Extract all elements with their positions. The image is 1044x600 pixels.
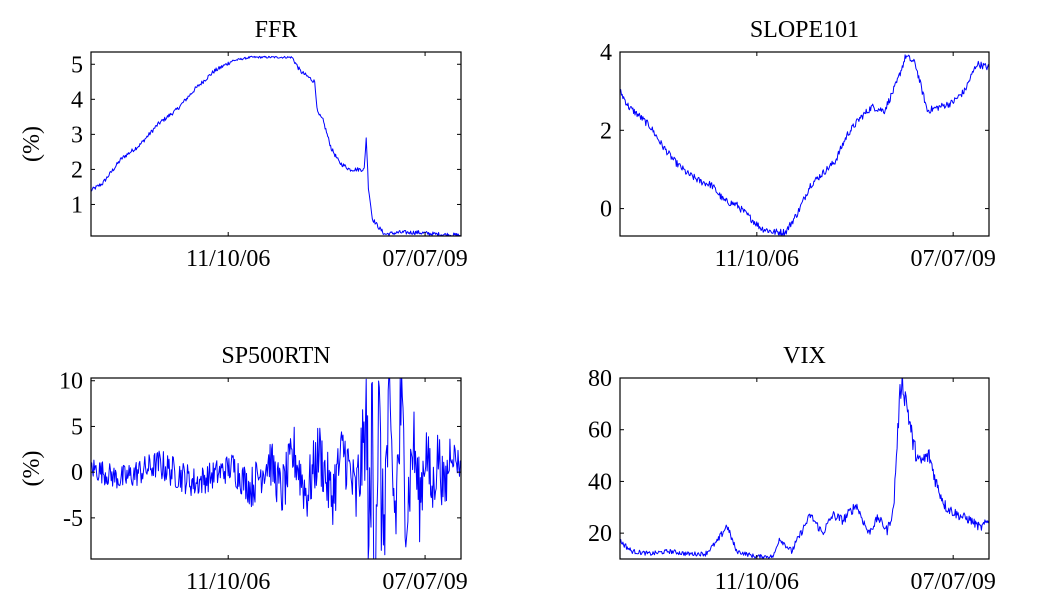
- y-tick-label: 20: [588, 521, 612, 547]
- axes-box: [619, 51, 990, 237]
- x-tick-label: 11/10/06: [715, 246, 799, 272]
- chart-title: FFR: [255, 17, 298, 43]
- panel-3: SP500RTN (%) -5 0 5 10 11/10/06 07/07/09: [19, 343, 468, 595]
- series-line: [91, 55, 461, 236]
- series-line: [91, 378, 461, 559]
- x-tick-label: 07/07/09: [382, 246, 467, 272]
- y-tick-label: 5: [71, 414, 83, 440]
- x-tick-label: 11/10/06: [186, 246, 270, 272]
- axes-box: [619, 377, 990, 560]
- y-tick-label: -5: [63, 506, 83, 532]
- y-axis-label: (%): [19, 126, 45, 162]
- y-tick-label: 1: [71, 192, 83, 218]
- series-line: [620, 54, 989, 236]
- chart-title: VIX: [783, 343, 826, 369]
- panel-1: FFR (%) 1 2 3 4 5 11/10/06 07/07/09: [19, 17, 468, 272]
- y-tick-label: 2: [600, 118, 612, 144]
- y-tick-label: 5: [71, 52, 83, 78]
- x-tick-label: 07/07/09: [911, 246, 996, 272]
- axes-box: [90, 51, 462, 237]
- y-tick-label: 4: [71, 87, 83, 113]
- chart-title: SLOPE101: [750, 17, 859, 43]
- x-tick-label: 11/10/06: [186, 569, 270, 595]
- y-tick-label: 0: [600, 197, 612, 223]
- panel-4: VIX 20 40 60 80 11/10/06 07/07/09: [588, 343, 996, 595]
- x-tick-label: 07/07/09: [911, 569, 996, 595]
- y-tick-label: 2: [71, 157, 83, 183]
- y-tick-label: 3: [71, 122, 83, 148]
- x-tick-label: 07/07/09: [382, 569, 467, 595]
- chart-title: SP500RTN: [221, 343, 330, 369]
- series-line: [620, 378, 989, 559]
- y-axis-label: (%): [19, 451, 45, 487]
- panel-2: SLOPE101 0 2 4 11/10/06 07/07/09: [600, 17, 996, 272]
- x-tick-label: 11/10/06: [715, 569, 799, 595]
- y-tick-label: 0: [71, 460, 83, 486]
- y-tick-label: 80: [588, 366, 612, 392]
- y-tick-label: 60: [588, 418, 612, 444]
- y-tick-label: 40: [588, 469, 612, 495]
- axes-box: [90, 377, 462, 560]
- y-tick-label: 10: [59, 369, 83, 395]
- y-tick-label: 4: [600, 40, 612, 66]
